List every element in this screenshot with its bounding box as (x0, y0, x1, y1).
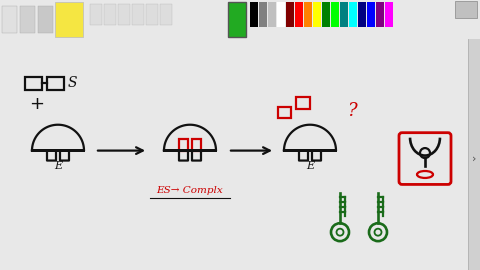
Text: +: + (29, 95, 45, 113)
Bar (304, 2, 312, 27)
Bar (367, 2, 375, 27)
Bar (295, 2, 303, 27)
Bar (90, 4, 102, 25)
Bar (25, 77, 42, 90)
Bar (259, 2, 267, 27)
Bar (179, 139, 188, 151)
Bar (385, 2, 393, 27)
Text: S: S (68, 76, 77, 90)
Bar (278, 107, 291, 118)
Bar (468, 39, 480, 270)
Bar (192, 139, 201, 151)
Bar (146, 4, 158, 25)
Bar (20, 6, 35, 33)
Text: E: E (306, 161, 314, 171)
Bar (331, 2, 339, 27)
Bar (104, 4, 116, 25)
Bar (313, 2, 321, 27)
Text: ›: › (472, 154, 476, 164)
Bar (349, 2, 357, 27)
Bar (38, 6, 53, 33)
Bar (376, 2, 384, 27)
Text: E: E (54, 161, 62, 171)
Bar (340, 2, 348, 27)
Bar (55, 2, 83, 37)
Bar (322, 2, 330, 27)
Bar (296, 97, 310, 109)
Bar (250, 2, 258, 27)
Bar (2, 6, 17, 33)
Bar (47, 77, 64, 90)
Text: ES→ Complx: ES→ Complx (156, 186, 223, 195)
Bar (132, 4, 144, 25)
Bar (455, 1, 477, 18)
Bar (277, 2, 285, 27)
Bar (228, 2, 246, 37)
Bar (160, 4, 172, 25)
Bar (358, 2, 366, 27)
Bar (286, 2, 294, 27)
Bar (118, 4, 130, 25)
Text: ?: ? (347, 102, 357, 120)
Bar (268, 2, 276, 27)
